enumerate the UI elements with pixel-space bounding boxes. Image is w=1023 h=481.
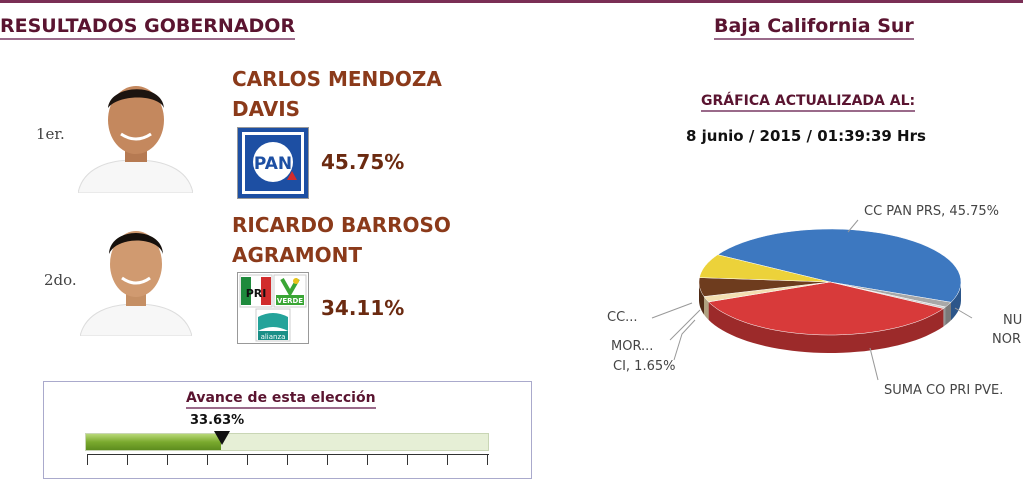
candidate-rank: 1er.: [36, 125, 65, 143]
candidate-rank: 2do.: [44, 271, 77, 289]
ruler-tick: [207, 455, 208, 465]
chart-updated-label: GRÁFICA ACTUALIZADA AL:: [701, 93, 916, 112]
candidate-name-line1: RICARDO BARROSO: [232, 213, 451, 237]
pie-slice: [717, 228, 962, 303]
pie-label: NU: [1003, 313, 1023, 328]
pie-slice: [708, 281, 945, 336]
top-border: [0, 0, 1023, 3]
progress-percent: 33.63%: [190, 413, 245, 428]
pie-slice: [698, 277, 831, 297]
pie-slice-side: [699, 282, 704, 315]
pie-slice-side: [943, 307, 946, 327]
leader-line: [673, 319, 696, 361]
pie-slice: [703, 281, 831, 303]
pie-label: CC...: [607, 310, 638, 325]
candidate-name-line1: CARLOS MENDOZA: [232, 67, 442, 91]
leader-line: [651, 302, 693, 319]
ruler-tick: [407, 455, 408, 465]
page-title: RESULTADOS GOBERNADOR: [0, 15, 296, 40]
ruler-tick: [127, 455, 128, 465]
pie-slice-side: [708, 301, 944, 353]
candidate-name-line2: DAVIS: [232, 97, 301, 121]
pie-label: SUMA CO PRI PVE.: [884, 383, 1004, 398]
ruler-tick: [167, 455, 168, 465]
candidate-photo: [80, 220, 192, 336]
pie-slice-side: [945, 302, 951, 325]
candidate-photo: [78, 78, 193, 193]
candidate-percent: 45.75%: [321, 150, 405, 174]
leader-line: [669, 309, 701, 341]
ruler-tick: [367, 455, 368, 465]
pie-label: MOR...: [611, 339, 654, 354]
ruler-tick: [87, 455, 88, 465]
ruler-tick: [447, 455, 448, 465]
candidate-name-line2: AGRAMONT: [232, 243, 363, 267]
pie-slice: [699, 254, 831, 283]
ruler-tick: [487, 455, 488, 465]
candidate-name: RICARDO BARROSO AGRAMONT: [232, 210, 451, 270]
progress-bar: [85, 433, 489, 451]
pie-slice-side: [951, 282, 961, 321]
ruler-tick: [327, 455, 328, 465]
svg-text:PAN: PAN: [254, 154, 292, 174]
candidate-name: CARLOS MENDOZA DAVIS: [232, 64, 442, 124]
state-title: Baja California Sur: [714, 15, 914, 40]
leader-line: [869, 347, 879, 381]
ruler-tick: [247, 455, 248, 465]
progress-title: Avance de esta elección: [186, 390, 376, 409]
svg-text:alianza: alianza: [261, 333, 286, 341]
candidate-percent: 34.11%: [321, 296, 405, 320]
leader-line: [954, 307, 973, 319]
pan-logo: PAN: [237, 127, 309, 199]
pri-verde-nueva-alianza-logo: PRI VERDE alianza: [237, 272, 309, 344]
pie-slice-side: [704, 296, 709, 320]
progress-ruler: [87, 454, 489, 467]
ruler-tick: [287, 455, 288, 465]
results-pie-chart: [651, 219, 973, 381]
svg-text:PRI: PRI: [246, 287, 267, 300]
chart-updated-timestamp: 8 junio / 2015 / 01:39:39 Hrs: [686, 127, 926, 145]
pie-label: CI, 1.65%: [613, 359, 676, 374]
pie-slice: [829, 281, 952, 308]
progress-bar-fill: [86, 434, 222, 450]
pie-label: NOR: [992, 332, 1021, 347]
election-progress-panel: Avance de esta elección 33.63%: [43, 381, 532, 479]
svg-text:VERDE: VERDE: [277, 297, 303, 305]
progress-marker-icon: [214, 431, 230, 445]
pie-label: CC PAN PRS, 45.75%: [864, 204, 1000, 219]
leader-line: [847, 219, 859, 233]
